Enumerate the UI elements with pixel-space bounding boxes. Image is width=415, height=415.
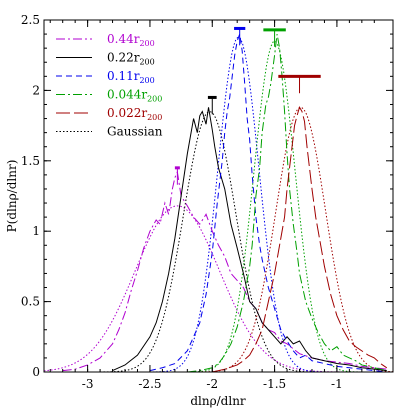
series-line-2 (149, 33, 387, 373)
legend: 0.44r200 0.22r200 0.11r200 0.044r200 0.022r2… (56, 32, 163, 139)
series-line-3 (187, 33, 387, 373)
x-tick-label: -3 (82, 377, 94, 391)
y-tick-label: 0 (32, 365, 40, 379)
y-tick-label: 1.5 (21, 154, 40, 168)
legend-label-5: Gaussian (107, 125, 163, 139)
x-tick-label: -2 (206, 377, 218, 391)
legend-label-4: 0.022r200 (107, 106, 162, 122)
y-tick-label: 2.5 (21, 13, 40, 27)
axis-ticks: -3 -2.5 -2 -1.5 -1 0 0.5 1 1.5 2 2.5 (21, 13, 393, 391)
y-axis-label: P(dlnρ/dlnr) (5, 160, 19, 233)
plot-markers (174, 26, 321, 185)
x-tick-label: -2.5 (138, 377, 161, 391)
series-line-1 (112, 107, 387, 372)
x-tick-label: -1.5 (263, 377, 286, 391)
legend-label-3: 0.044r200 (107, 88, 162, 104)
series-line-0 (62, 170, 387, 372)
gaussian-fit-4 (44, 106, 394, 373)
y-tick-label: 1 (32, 224, 40, 238)
legend-label-0: 0.44r200 (107, 32, 155, 48)
series-line-4 (212, 106, 388, 373)
legend-label-1: 0.22r200 (107, 51, 155, 67)
plot-frame (43, 19, 394, 373)
y-tick-label: 0.5 (21, 295, 40, 309)
x-axis-label: dlnρ/dlnr (190, 394, 246, 408)
y-tick-label: 2 (32, 83, 40, 97)
legend-label-2: 0.11r200 (107, 69, 155, 85)
x-tick-label: -1 (331, 377, 343, 391)
